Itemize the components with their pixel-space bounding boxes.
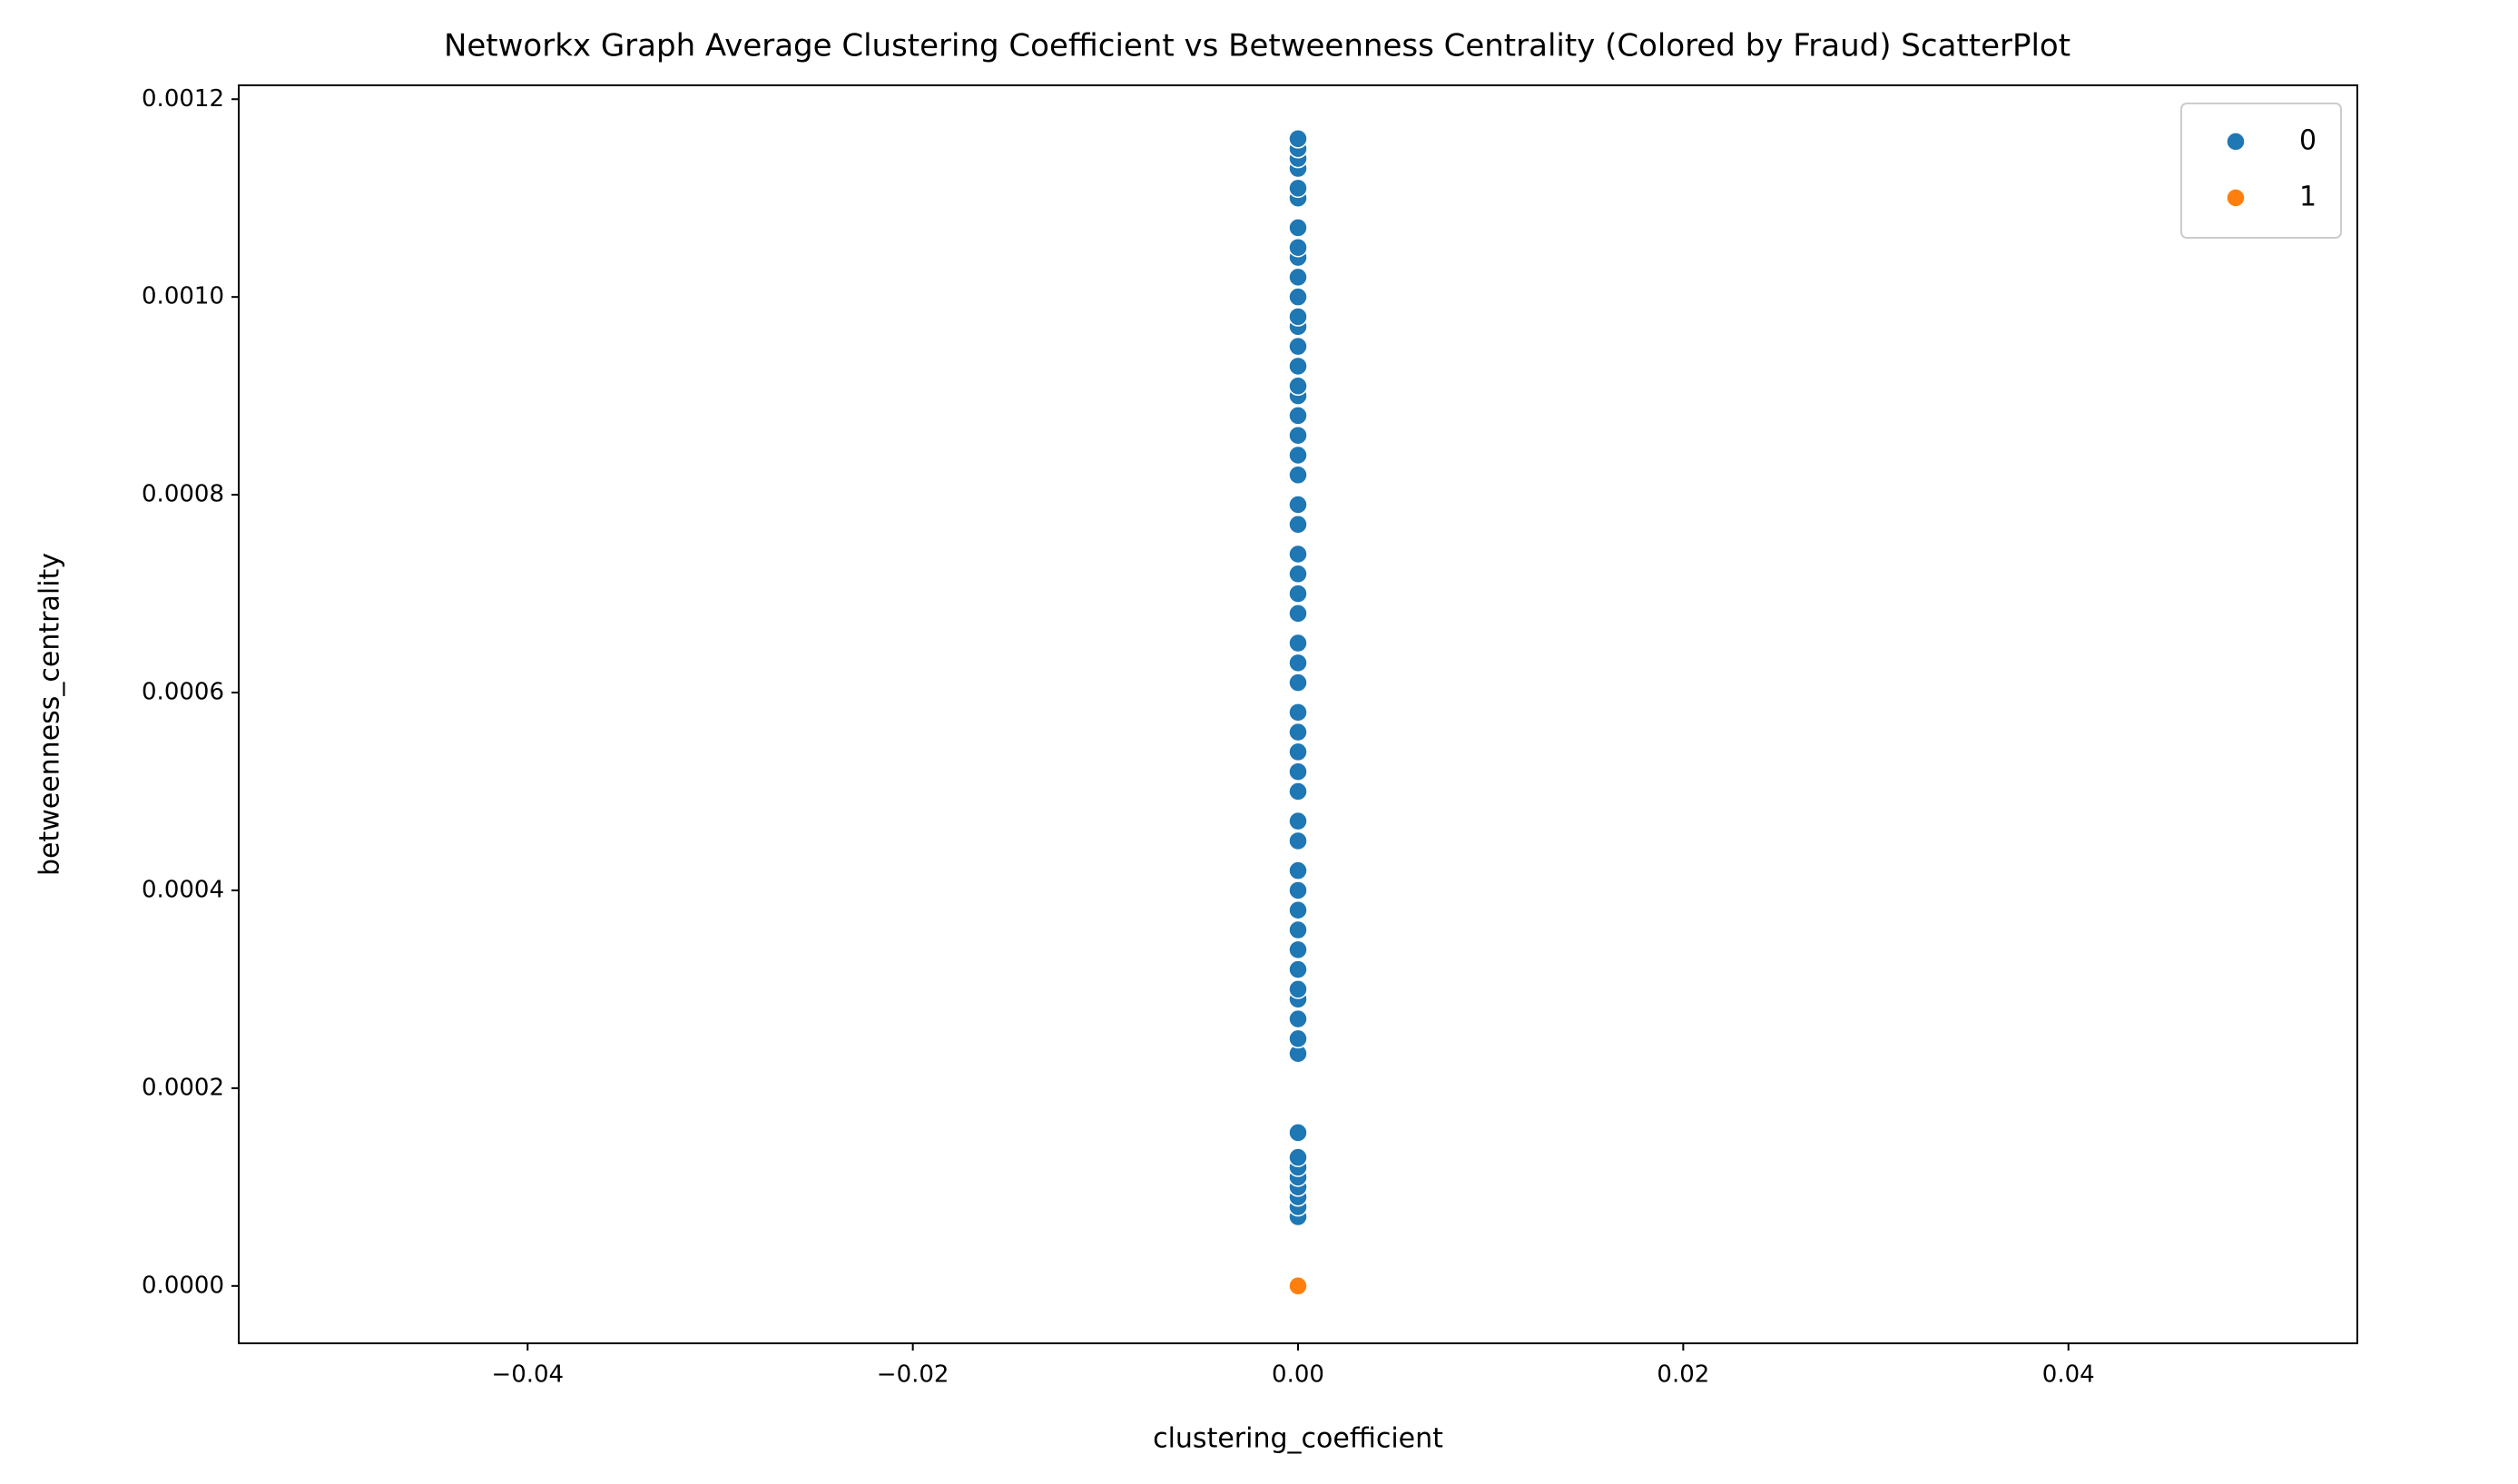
point	[1288, 356, 1308, 377]
legend-box	[2180, 103, 2342, 239]
legend-marker	[2226, 132, 2246, 152]
point	[1288, 237, 1308, 258]
point	[1288, 336, 1308, 357]
point	[1288, 515, 1308, 535]
point	[1288, 899, 1308, 920]
point	[1288, 287, 1308, 307]
point	[1288, 445, 1308, 466]
point	[1288, 178, 1308, 199]
point	[1288, 584, 1308, 604]
point	[1288, 653, 1308, 673]
point	[1288, 218, 1308, 238]
y-axis-label: betweenness_centrality	[34, 553, 66, 876]
point	[1288, 959, 1308, 979]
point	[1288, 939, 1308, 960]
point	[1288, 267, 1308, 288]
point	[1288, 1147, 1308, 1167]
point	[1288, 406, 1308, 426]
point	[1288, 1123, 1308, 1143]
point	[1288, 919, 1308, 940]
legend-marker	[2226, 188, 2246, 208]
chart-title: Networkx Graph Average Clustering Coeffi…	[444, 28, 2070, 64]
y-tick-label: 0.0008	[142, 481, 224, 508]
point	[1288, 742, 1308, 762]
point	[1288, 880, 1308, 900]
x-tick-label: −0.04	[491, 1361, 564, 1389]
point	[1288, 376, 1308, 396]
point	[1288, 762, 1308, 781]
point	[1288, 495, 1308, 515]
point	[1288, 604, 1308, 624]
point	[1288, 860, 1308, 880]
point	[1288, 722, 1308, 742]
point	[1288, 1276, 1308, 1296]
y-tick-label: 0.0004	[142, 876, 224, 903]
y-tick-label: 0.0010	[142, 283, 224, 310]
y-tick-label: 0.0000	[142, 1272, 224, 1299]
y-tick-label: 0.0006	[142, 679, 224, 706]
point	[1288, 811, 1308, 831]
x-tick-label: 0.02	[1657, 1361, 1709, 1389]
x-axis-label: clustering_coefficient	[1153, 1423, 1443, 1455]
plot-frame	[238, 84, 2358, 1344]
point	[1288, 673, 1308, 693]
point	[1288, 129, 1308, 149]
legend-label: 0	[2299, 125, 2316, 157]
y-tick-label: 0.0012	[142, 85, 224, 113]
point	[1288, 979, 1308, 999]
point	[1288, 564, 1308, 585]
point	[1288, 307, 1308, 327]
point	[1288, 633, 1308, 654]
legend-label: 1	[2299, 182, 2316, 213]
x-tick-label: −0.02	[877, 1361, 949, 1389]
x-tick-label: 0.04	[2042, 1361, 2095, 1389]
point	[1288, 544, 1308, 565]
point	[1288, 425, 1308, 446]
point	[1288, 1008, 1308, 1029]
point	[1288, 830, 1308, 851]
point	[1288, 781, 1308, 801]
point	[1288, 465, 1308, 486]
point	[1288, 1028, 1308, 1049]
y-tick-label: 0.0002	[142, 1074, 224, 1101]
x-tick-label: 0.00	[1272, 1361, 1324, 1389]
point	[1288, 703, 1308, 722]
